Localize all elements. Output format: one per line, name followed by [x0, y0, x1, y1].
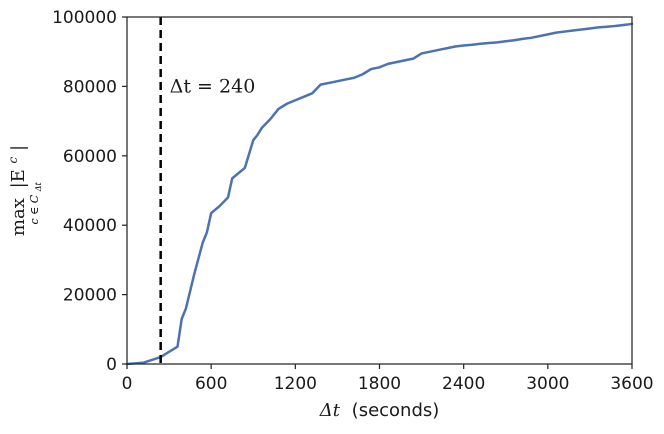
- y-tick-label: 60000: [63, 147, 117, 167]
- threshold-annotation: Δt = 240: [170, 75, 256, 97]
- x-tick-label: 1200: [274, 374, 317, 394]
- x-tick-label: 2400: [442, 374, 485, 394]
- y-axis-title-expr: |E: [8, 169, 29, 188]
- x-axis-title-text: (seconds): [352, 400, 440, 421]
- x-tick-label: 0: [122, 374, 133, 394]
- y-tick-label: 100000: [52, 8, 117, 28]
- y-axis-title-max: max: [8, 198, 29, 236]
- x-axis-title-math: Δt: [319, 400, 341, 421]
- x-tick-label: 3000: [526, 374, 569, 394]
- svg-text:c ∈ C Δt: c ∈ C Δt: [28, 182, 43, 225]
- y-axis-title-sup: c: [6, 156, 20, 163]
- y-tick-label: 80000: [63, 77, 117, 97]
- y-tick-label: 20000: [63, 286, 117, 306]
- series-line: [125, 22, 634, 366]
- y-tick-label: 40000: [63, 216, 117, 236]
- x-tick-label: 600: [195, 374, 227, 394]
- plot-area: [127, 17, 632, 364]
- x-axis: 0 600 1200 1800 2400 3000 3600: [122, 364, 654, 394]
- y-axis-title-sub: c ∈ C: [28, 194, 41, 224]
- y-axis-title: max |E c | c ∈ C Δt: [1, 145, 43, 236]
- y-axis-title-sub-index: Δt: [34, 182, 43, 193]
- x-axis-title: Δt (seconds): [319, 400, 440, 421]
- svg-text:max |E c |: max |E c |: [1, 145, 29, 236]
- x-tick-label: 3600: [610, 374, 653, 394]
- x-tick-label: 1800: [358, 374, 401, 394]
- y-axis: 0 20000 40000 60000 80000 100000: [52, 8, 127, 375]
- y-tick-label: 0: [106, 355, 117, 375]
- y-axis-title-close: |: [8, 145, 29, 151]
